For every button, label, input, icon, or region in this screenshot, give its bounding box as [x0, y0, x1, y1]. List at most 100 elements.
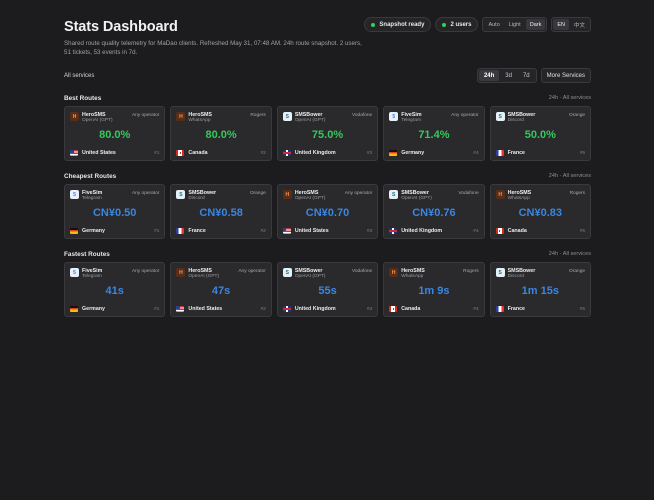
language-option-zh[interactable]: 中文 [573, 22, 585, 29]
route-card-header: H HeroSMS WhatsApp Rogers [495, 190, 585, 202]
route-metric: CN¥0.50 [92, 207, 137, 220]
section-meta: 24h · All services [548, 95, 591, 102]
route-card-list: H HeroSMS OpenAI (GPT) Any operator 80.0… [64, 106, 592, 162]
flag-uk-icon [389, 228, 398, 234]
users-badge: 2 users [435, 17, 479, 32]
rank-label: #4 [473, 306, 479, 312]
route-card[interactable]: H HeroSMS OpenAI (GPT) Any operator CN¥0… [276, 184, 379, 240]
country-name: United Kingdom [294, 150, 336, 157]
provider-logo-icon: S [389, 190, 399, 200]
route-card-header: S SMSBower OpenAI (GPT) Vodafone [282, 268, 372, 280]
route-card[interactable]: 5 FiveSim Telegram Any operator 71.4% Ge… [383, 106, 485, 162]
provider-name: HeroSMS [401, 268, 425, 275]
rank-label: #1 [154, 306, 160, 312]
route-card[interactable]: S SMSBower Discord Orange 50.0% France #… [489, 106, 592, 162]
range-option-7d[interactable]: 7d [522, 72, 530, 79]
provider-logo-icon: S [495, 112, 505, 122]
services-filter-label: All services [64, 72, 95, 79]
route-metric: 47s [211, 285, 231, 298]
language-switcher: EN 中文 [551, 17, 591, 32]
country-name: Canada [401, 306, 421, 313]
flag-ca-icon [176, 150, 185, 156]
rank-label: #3 [366, 150, 373, 156]
flag-us-icon [282, 228, 291, 234]
route-card[interactable]: H HeroSMS WhatsApp Rogers 1m 9s Canada #… [383, 262, 485, 318]
route-card-header: S SMSBower OpenAI (GPT) Vodafone [282, 112, 373, 124]
operator-name: Orange [569, 113, 586, 119]
service-name: WhatsApp [507, 196, 530, 202]
section-header: Fastest Routes 24h · All services [64, 249, 591, 259]
language-option-en[interactable]: EN [553, 19, 569, 30]
filter-bar: All services 24h 3d 7d More Services [64, 68, 591, 84]
section-best-routes: Best Routes 24h · All services H HeroSMS… [64, 93, 592, 162]
route-card[interactable]: H HeroSMS OpenAI (GPT) Any operator 47s … [170, 262, 272, 318]
route-names: FiveSim Telegram [82, 190, 132, 202]
route-card-footer: Canada #2 [176, 150, 266, 157]
route-metric: 71.4% [418, 129, 450, 142]
route-names: SMSBower OpenAI (GPT) [295, 112, 352, 124]
flag-ca-icon [389, 306, 398, 312]
route-card-header: 5 FiveSim Telegram Any operator [389, 112, 479, 124]
filter-controls: 24h 3d 7d More Services [476, 68, 591, 84]
status-dot-icon [442, 22, 447, 27]
service-name: WhatsApp [188, 118, 211, 124]
operator-name: Any operator [451, 113, 479, 119]
flag-fr-icon [495, 150, 504, 156]
theme-option-light[interactable]: Light [508, 21, 521, 28]
provider-logo-icon: H [176, 268, 186, 278]
provider-logo-icon: S [282, 112, 292, 122]
service-name: Telegram [401, 118, 421, 124]
flag-us-icon [70, 150, 78, 156]
route-names: HeroSMS WhatsApp [508, 190, 570, 202]
rank-label: #2 [260, 150, 266, 156]
route-card-footer: Germany #1 [70, 306, 159, 312]
flag-de-icon [70, 306, 78, 312]
route-card[interactable]: S SMSBower OpenAI (GPT) Vodafone 75.0% U… [276, 106, 379, 162]
route-metric: CN¥0.58 [199, 207, 243, 220]
country-name: United States [188, 306, 223, 313]
route-card-footer: Germany #1 [70, 228, 159, 234]
more-services-button[interactable]: More Services [540, 68, 591, 84]
operator-name: Any operator [131, 269, 160, 275]
route-card[interactable]: H HeroSMS OpenAI (GPT) Any operator 80.0… [64, 106, 166, 162]
header-controls: Snapshot ready 2 users Auto Light Dark E… [364, 17, 591, 32]
route-metric: 75.0% [311, 129, 344, 142]
section-title: Cheapest Routes [64, 172, 117, 180]
route-card-header: S SMSBower Discord Orange [495, 268, 585, 280]
operator-name: Any operator [238, 269, 266, 275]
flag-ca-icon [495, 228, 504, 234]
service-name: OpenAI (GPT) [294, 196, 326, 202]
route-card-header: H HeroSMS OpenAI (GPT) Any operator [282, 190, 372, 202]
provider-logo-icon: H [176, 112, 186, 122]
route-metric: 50.0% [524, 129, 556, 142]
provider-logo-icon: S [176, 190, 186, 200]
range-option-3d[interactable]: 3d [505, 72, 512, 79]
route-names: SMSBower OpenAI (GPT) [295, 268, 352, 280]
route-metric: CN¥0.83 [518, 207, 563, 220]
theme-option-dark[interactable]: Dark [525, 19, 546, 30]
route-card-footer: United States #3 [282, 228, 372, 234]
operator-name: Orange [249, 191, 266, 197]
route-card[interactable]: H HeroSMS WhatsApp Rogers 80.0% Canada #… [170, 106, 272, 162]
theme-option-auto[interactable]: Auto [488, 21, 500, 28]
route-card-header: H HeroSMS WhatsApp Rogers [389, 268, 479, 280]
section-meta: 24h · All services [548, 251, 591, 258]
service-name: WhatsApp [401, 274, 424, 280]
route-card[interactable]: H HeroSMS WhatsApp Rogers CN¥0.83 Canada… [489, 184, 592, 240]
route-card[interactable]: 5 FiveSim Telegram Any operator 41s Germ… [64, 262, 166, 318]
provider-name: SMSBower [188, 190, 217, 197]
section-meta: 24h · All services [548, 173, 591, 180]
operator-name: Vodafone [351, 113, 373, 119]
route-card[interactable]: S SMSBower OpenAI (GPT) Vodafone 55s Uni… [276, 262, 379, 318]
provider-name: FiveSim [82, 190, 103, 197]
route-sections: Best Routes 24h · All services H HeroSMS… [64, 93, 592, 318]
route-metric: 80.0% [99, 129, 131, 142]
route-card[interactable]: S SMSBower Discord Orange 1m 15s France … [489, 262, 592, 318]
route-card[interactable]: 5 FiveSim Telegram Any operator CN¥0.50 … [64, 184, 166, 240]
operator-name: Any operator [131, 191, 160, 197]
range-option-24h[interactable]: 24h [478, 70, 500, 82]
country-name: Germany [82, 228, 105, 235]
country-name: Canada [188, 150, 208, 157]
route-card[interactable]: S SMSBower OpenAI (GPT) Vodafone CN¥0.76… [383, 184, 485, 240]
route-card[interactable]: S SMSBower Discord Orange CN¥0.58 France… [170, 184, 272, 240]
